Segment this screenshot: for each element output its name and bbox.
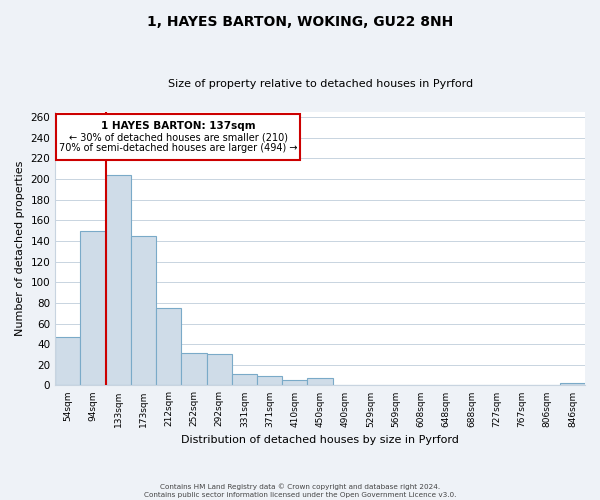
Text: Contains HM Land Registry data © Crown copyright and database right 2024.
Contai: Contains HM Land Registry data © Crown c…	[144, 483, 456, 498]
Bar	[232, 374, 257, 386]
Bar	[131, 236, 156, 386]
Text: ← 30% of detached houses are smaller (210): ← 30% of detached houses are smaller (21…	[68, 132, 287, 142]
FancyBboxPatch shape	[56, 114, 300, 160]
Bar	[106, 175, 131, 386]
Bar	[156, 308, 181, 386]
Text: 70% of semi-detached houses are larger (494) →: 70% of semi-detached houses are larger (…	[59, 143, 298, 153]
Bar	[307, 378, 332, 386]
Bar	[560, 384, 585, 386]
Bar	[181, 354, 206, 386]
Title: Size of property relative to detached houses in Pyrford: Size of property relative to detached ho…	[167, 79, 473, 89]
Bar	[80, 230, 106, 386]
X-axis label: Distribution of detached houses by size in Pyrford: Distribution of detached houses by size …	[181, 435, 459, 445]
Bar	[55, 337, 80, 386]
Bar	[206, 354, 232, 386]
Y-axis label: Number of detached properties: Number of detached properties	[15, 161, 25, 336]
Text: 1 HAYES BARTON: 137sqm: 1 HAYES BARTON: 137sqm	[101, 122, 256, 132]
Text: 1, HAYES BARTON, WOKING, GU22 8NH: 1, HAYES BARTON, WOKING, GU22 8NH	[147, 15, 453, 29]
Bar	[282, 380, 307, 386]
Bar	[257, 376, 282, 386]
